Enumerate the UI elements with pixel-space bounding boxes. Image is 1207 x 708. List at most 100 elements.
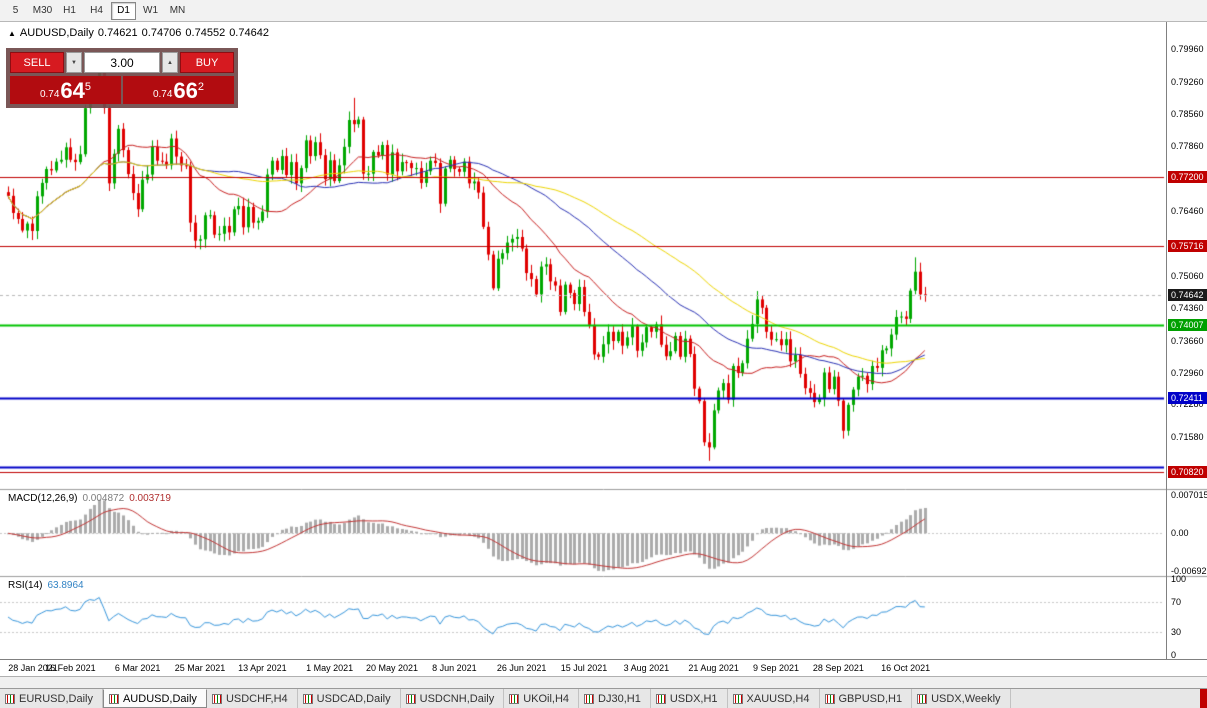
timeframe-button-w1[interactable]: W1 [138, 2, 163, 20]
ohlc-close: 0.74642 [229, 27, 269, 39]
price-axis-label: 0.77860 [1171, 141, 1204, 152]
buy-price-pips: 66 [173, 78, 198, 103]
volume-input[interactable] [84, 52, 160, 73]
sell-price-display: 0.74 64 5 [10, 76, 121, 104]
tab-gbpusd-h1[interactable]: GBPUSD,H1 [819, 689, 913, 708]
chart-tab-icon [655, 693, 666, 704]
chart-tab-icon [211, 693, 222, 704]
macd-axis-label: 0.00 [1171, 528, 1189, 539]
tab-usdx-h1[interactable]: USDX,H1 [650, 689, 728, 708]
price-axis-label: 0.76460 [1171, 206, 1204, 217]
one-click-trade-panel: SELL ▼ ▲ BUY 0.74 64 5 0.74 66 2 [6, 48, 238, 108]
date-axis-label: 3 Aug 2021 [623, 663, 670, 673]
chart-tab-label: UKOil,H4 [523, 692, 570, 705]
price-axis-label: 0.78560 [1171, 109, 1204, 119]
date-axis-label: 21 Aug 2021 [688, 663, 739, 673]
ohlc-low: 0.74552 [185, 27, 226, 39]
chart-tab-icon [824, 693, 835, 704]
timeframe-button-5[interactable]: 5 [3, 2, 28, 20]
chart-tab-bar: EURUSD,Daily AUDUSD,Daily USDCHF,H4 USDCAD,… [0, 688, 1207, 708]
tab-usdcad-daily[interactable]: USDCAD,Daily [297, 689, 401, 708]
chart-tab-label: AUDUSD,Daily [122, 692, 197, 705]
tab-audusd-daily[interactable]: AUDUSD,Daily [102, 689, 207, 708]
chart-title: ▲ AUDUSD,Daily 0.74621 0.74706 0.74552 0.7464… [8, 27, 273, 39]
sell-price-point: 5 [84, 81, 92, 93]
buy-price-prefix: 0.74 [152, 89, 173, 100]
chart-tab-icon [732, 693, 743, 704]
chart-tab-label: GBPUSD,H1 [838, 692, 903, 705]
price-axis-label: 0.71580 [1171, 431, 1204, 442]
chart-tab-label: EURUSD,Daily [19, 692, 93, 705]
date-axis-label: 20 May 2021 [365, 663, 419, 673]
price-axis-label: 0.74360 [1171, 303, 1204, 314]
price-level-badge: 0.77200 [1168, 170, 1207, 183]
volume-down-button[interactable]: ▼ [66, 52, 82, 73]
rsi-name: RSI(14) [8, 580, 43, 591]
buy-button[interactable]: BUY [180, 52, 234, 73]
volume-up-button[interactable]: ▲ [162, 52, 178, 73]
tab-dj30-h1[interactable]: DJ30,H1 [579, 689, 651, 708]
date-axis-label: 25 Mar 2021 [174, 663, 226, 673]
tab-usdx-weekly[interactable]: USDX,Weekly [912, 689, 1011, 708]
tab-usdchf-h4[interactable]: USDCHF,H4 [206, 689, 298, 708]
horizontal-scroll-strip[interactable] [0, 676, 1207, 688]
timeframe-toolbar: 5 M30 H1 H4 D1 W1 MN [0, 0, 1207, 22]
rsi-axis-label: 0 [1171, 650, 1177, 660]
rsi-indicator-label: RSI(14) 63.8964 [8, 580, 84, 591]
chart-tab-icon [509, 693, 520, 704]
price-axis[interactable]: 0.79960 0.79260 0.78560 0.77860 0.76460 0.750… [1166, 22, 1207, 660]
timeframe-button-h1[interactable]: H1 [57, 2, 82, 20]
tab-eurusd-daily[interactable]: EURUSD,Daily [0, 689, 103, 708]
chart-tab-label: XAUUSD,H4 [746, 692, 810, 705]
tab-ukoil-h4[interactable]: UKOil,H4 [504, 689, 580, 708]
sell-price-prefix: 0.74 [39, 89, 60, 100]
rsi-axis-label: 30 [1171, 627, 1182, 638]
rsi-value: 63.8964 [47, 580, 84, 591]
sell-button[interactable]: SELL [10, 52, 64, 73]
date-axis-label: 26 Jun 2021 [496, 663, 547, 673]
price-axis-label: 0.79960 [1171, 44, 1204, 55]
chart-tab-icon [917, 693, 928, 704]
ohlc-open: 0.74621 [97, 27, 138, 39]
macd-main-value: 0.004872 [82, 493, 125, 504]
chart-tab-icon [5, 693, 15, 704]
tab-usdcnh-daily[interactable]: USDCNH,Daily [400, 689, 505, 708]
date-axis-label: 6 Mar 2021 [114, 663, 161, 673]
chart-tab-icon [405, 693, 416, 704]
price-axis-label: 0.72280 [1171, 399, 1204, 410]
chart-tab-label: USDCNH,Daily [419, 692, 495, 705]
price-axis-label: 0.79260 [1171, 76, 1204, 87]
tab-bar-edge-marker [1200, 689, 1207, 708]
chart-tab-icon [584, 693, 595, 704]
macd-name: MACD(12,26,9) [8, 493, 78, 504]
chart-panes-canvas[interactable] [0, 22, 1207, 659]
ohlc-high: 0.74706 [141, 27, 182, 39]
date-axis-label: 16 Feb 2021 [45, 663, 96, 673]
date-axis-label: 15 Jul 2021 [560, 663, 608, 673]
date-axis-label: 1 May 2021 [306, 663, 354, 673]
price-level-badge: 0.72411 [1168, 392, 1207, 405]
buy-price-point: 2 [197, 81, 205, 93]
timeframe-button-mn[interactable]: MN [165, 2, 190, 20]
chart-window: ▲ AUDUSD,Daily 0.74621 0.74706 0.74552 0.7464… [0, 22, 1207, 676]
macd-axis-label: -0.00692 [1171, 566, 1207, 576]
date-axis[interactable]: 28 Jan 2021 16 Feb 2021 6 Mar 2021 25 Mar 2… [0, 659, 1207, 676]
price-axis-label: 0.73660 [1171, 335, 1204, 346]
price-axis-label: 0.75060 [1171, 270, 1204, 281]
date-axis-label: 8 Jun 2021 [432, 663, 477, 673]
sell-price-pips: 64 [60, 78, 85, 103]
timeframe-button-h4[interactable]: H4 [84, 2, 109, 20]
macd-signal-value: 0.003719 [129, 493, 171, 504]
timeframe-button-d1[interactable]: D1 [111, 1, 136, 20]
date-axis-label: 16 Oct 2021 [881, 663, 931, 673]
tab-xauusd-h4[interactable]: XAUUSD,H4 [727, 689, 820, 708]
rsi-axis-label: 70 [1171, 596, 1182, 607]
symbol-period-label: AUDUSD,Daily [19, 27, 94, 39]
price-level-badge: 0.74642 [1168, 289, 1207, 302]
price-level-badge: 0.70820 [1168, 465, 1207, 478]
chart-tab-icon [302, 693, 313, 704]
window-icon: ▲ [8, 29, 16, 38]
timeframe-button-m30[interactable]: M30 [30, 2, 55, 20]
macd-indicator-label: MACD(12,26,9) 0.004872 0.003719 [8, 493, 171, 504]
chevron-down-icon: ▼ [71, 59, 77, 66]
